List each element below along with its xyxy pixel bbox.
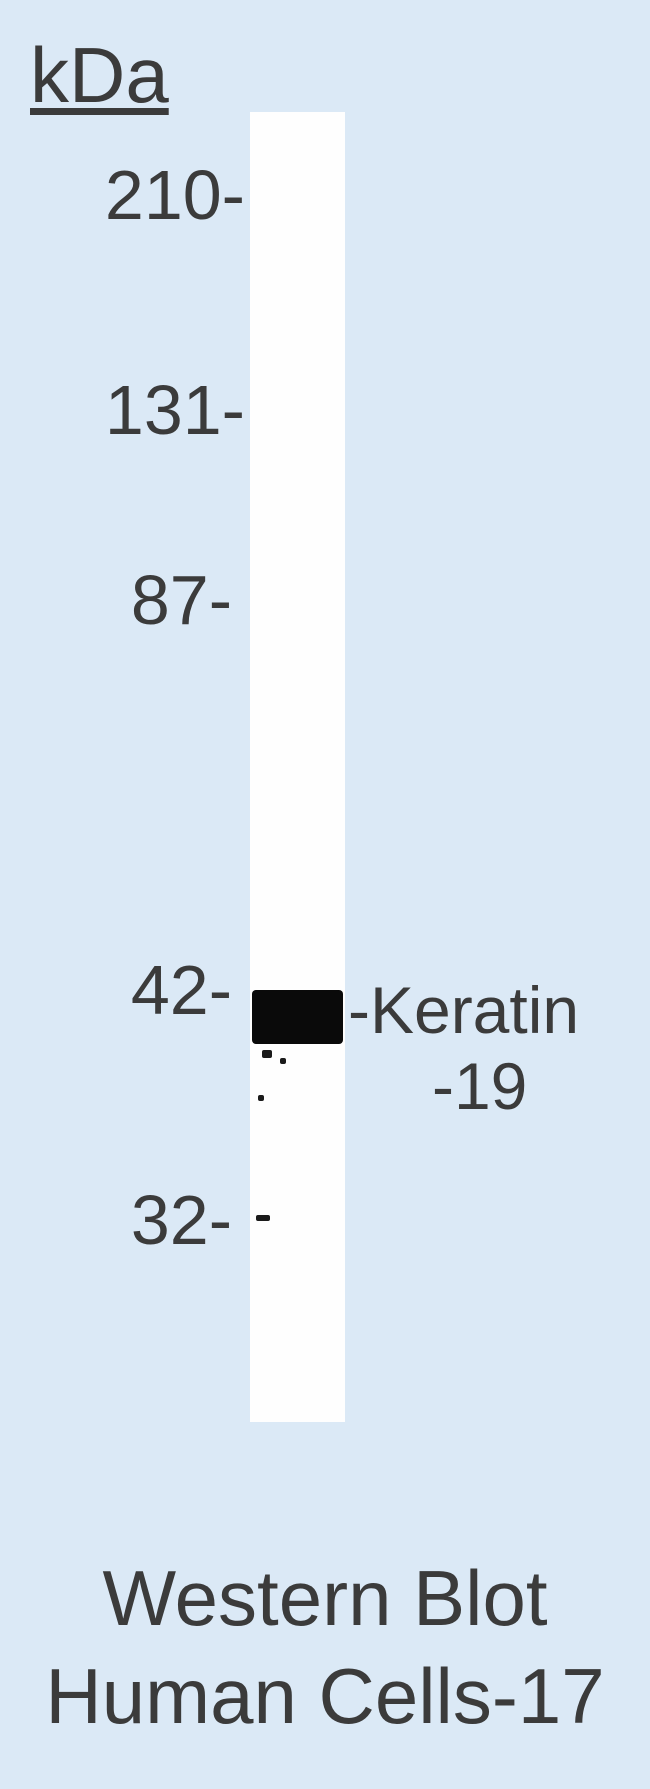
band-label: -19 — [432, 1048, 527, 1124]
blot-speck — [262, 1050, 272, 1058]
keratin-19-band — [252, 990, 343, 1044]
marker-label: 87- — [131, 560, 232, 640]
figure-caption: Western BlotHuman Cells-17 — [0, 1550, 650, 1745]
blot-canvas: kDa 210- 131- 87- 42- 32- -Keratin-19 Western B… — [0, 0, 650, 1789]
caption-line-2: Human Cells-17 — [0, 1648, 650, 1746]
marker-label: 131- — [105, 370, 245, 450]
marker-label: 42- — [131, 950, 232, 1030]
blot-speck — [280, 1058, 286, 1064]
blot-lane — [250, 112, 345, 1422]
caption-line-1: Western Blot — [0, 1550, 650, 1648]
blot-speck — [258, 1095, 264, 1101]
marker-label: 210- — [105, 155, 245, 235]
kda-header: kDa — [30, 30, 169, 121]
blot-speck — [256, 1215, 270, 1221]
band-label: -Keratin — [348, 972, 579, 1048]
marker-label: 32- — [131, 1180, 232, 1260]
